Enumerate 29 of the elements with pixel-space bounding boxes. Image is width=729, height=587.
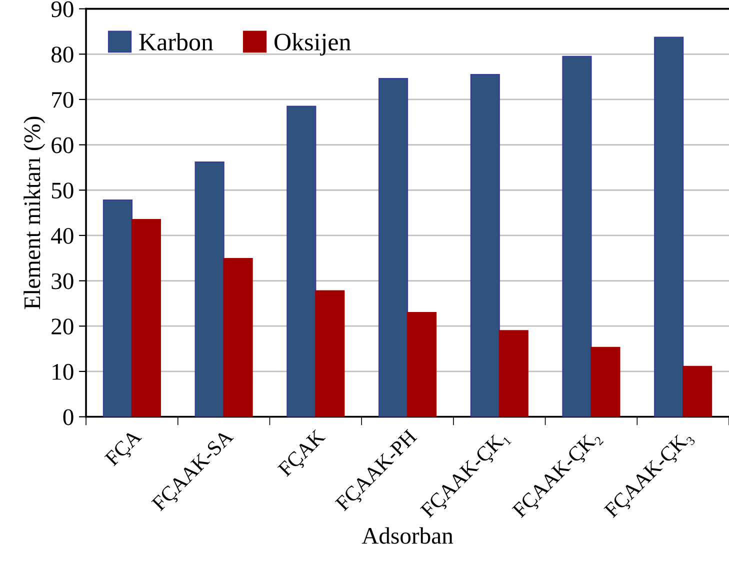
- y-tick-label: 60: [52, 137, 74, 154]
- bar: [131, 219, 161, 417]
- bar: [286, 106, 316, 417]
- x-axis-title: Adsorban: [362, 527, 454, 544]
- y-tick-label: 80: [52, 46, 74, 63]
- bar: [590, 346, 620, 417]
- y-tick-label: 0: [63, 409, 74, 426]
- y-tick-label: 40: [51, 228, 74, 244]
- legend-label: Karbon: [139, 32, 214, 51]
- legend-label: Oksijen: [274, 32, 351, 56]
- bar: [470, 74, 500, 417]
- bar: [378, 78, 408, 417]
- x-tick-label: FÇA: [104, 428, 146, 470]
- bar: [654, 36, 684, 417]
- y-axis-title: Element miktarı (%): [24, 116, 46, 310]
- y-tick-label: 30: [52, 273, 74, 290]
- y-tick-label: 20: [52, 318, 74, 335]
- bar: [194, 161, 224, 417]
- bar: [223, 258, 253, 417]
- bar: [406, 312, 437, 417]
- y-tick-label: 90: [51, 1, 74, 18]
- bar: [498, 330, 528, 417]
- bar: [562, 56, 592, 417]
- bar: [102, 200, 133, 417]
- y-tick-label: 50: [52, 182, 74, 199]
- bar: [682, 366, 712, 417]
- bar: [315, 290, 345, 417]
- y-tick-label: 70: [52, 92, 74, 108]
- y-tick-label: 10: [52, 364, 74, 380]
